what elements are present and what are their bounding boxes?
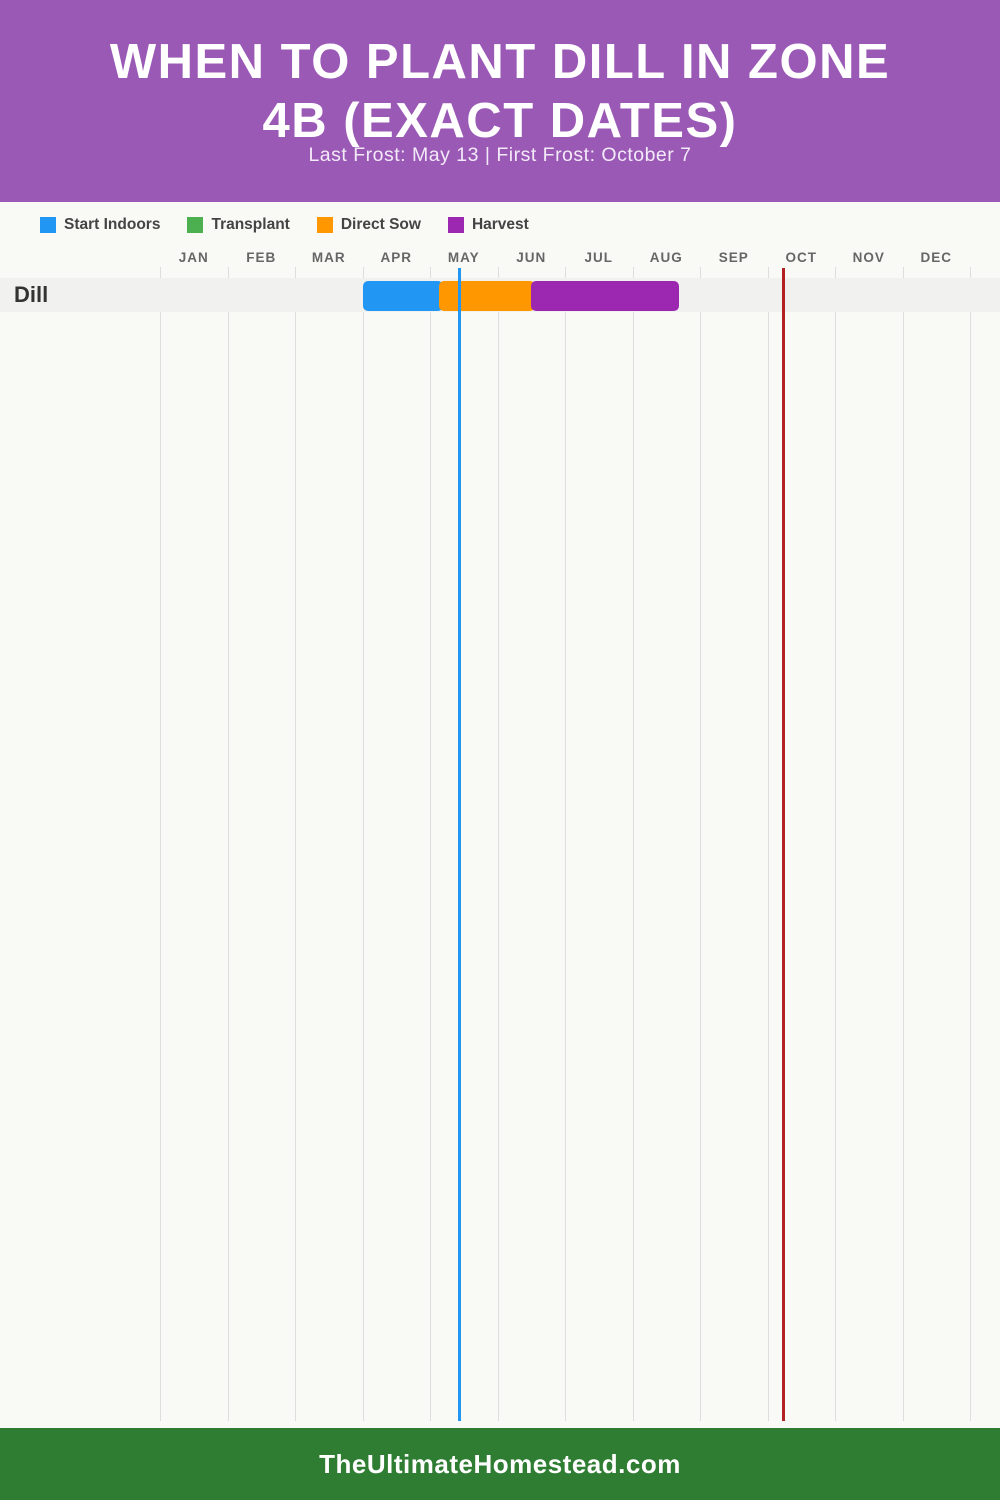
legend-item-direct-sow: Direct Sow bbox=[316, 216, 421, 234]
start-indoors-swatch-icon bbox=[40, 217, 56, 233]
month-label-may: MAY bbox=[447, 250, 480, 265]
month-gridline bbox=[700, 267, 701, 1421]
legend-label: Transplant bbox=[211, 216, 290, 233]
month-label-mar: MAR bbox=[311, 250, 346, 265]
page-title-line2: 4B (EXACT DATES) bbox=[262, 93, 738, 148]
month-label-jun: JUN bbox=[516, 250, 547, 265]
legend-label: Harvest bbox=[471, 216, 529, 233]
page-title-line1: WHEN TO PLANT DILL IN ZONE bbox=[109, 35, 891, 89]
month-gridline bbox=[160, 267, 161, 1421]
bar-direct-sow bbox=[438, 281, 536, 311]
direct-sow-swatch-icon bbox=[316, 217, 333, 233]
header-banner: WHEN TO PLANT DILL IN ZONE 4B (EXACT DATE… bbox=[0, 0, 1000, 202]
footer-banner: TheUltimateHomestead.com bbox=[0, 1428, 1000, 1500]
month-gridline bbox=[565, 267, 566, 1421]
harvest-swatch-icon bbox=[447, 217, 464, 233]
legend-label: Direct Sow bbox=[340, 216, 421, 233]
legend-item-start-indoors: Start Indoors bbox=[40, 216, 160, 234]
frost-dates-subtitle: Last Frost: May 13 | First Frost: Octobe… bbox=[308, 144, 692, 166]
month-label-oct: OCT bbox=[785, 250, 817, 265]
crop-row-label: Dill bbox=[14, 282, 49, 307]
page-title: WHEN TO PLANT DILL IN ZONE 4B (EXACT DATE… bbox=[0, 33, 1000, 151]
month-label-jul: JUL bbox=[584, 250, 613, 265]
month-label-sep: SEP bbox=[718, 250, 749, 265]
bar-start-indoors bbox=[362, 281, 443, 311]
month-gridline bbox=[295, 267, 296, 1421]
month-label-nov: NOV bbox=[852, 250, 885, 265]
month-label-aug: AUG bbox=[649, 250, 683, 265]
legend: Start Indoors Transplant Direct Sow Harvest bbox=[40, 211, 529, 239]
month-label-apr: APR bbox=[380, 250, 412, 265]
legend-label: Start Indoors bbox=[64, 216, 161, 233]
month-label-feb: FEB bbox=[246, 250, 277, 265]
month-gridline bbox=[835, 267, 836, 1421]
month-label-jan: JAN bbox=[178, 250, 209, 265]
legend-item-transplant: Transplant bbox=[187, 216, 290, 234]
month-gridline bbox=[767, 267, 769, 1421]
first-frost-line bbox=[781, 268, 785, 1421]
legend-item-harvest: Harvest bbox=[447, 216, 529, 234]
month-gridline bbox=[362, 267, 364, 1421]
month-gridline bbox=[227, 267, 229, 1421]
last-frost-line bbox=[457, 268, 461, 1421]
month-gridline bbox=[632, 267, 634, 1421]
month-gridline bbox=[430, 267, 431, 1421]
month-label-dec: DEC bbox=[920, 250, 952, 265]
bar-harvest bbox=[531, 281, 680, 311]
month-gridline bbox=[970, 267, 971, 1421]
site-name: TheUltimateHomestead.com bbox=[319, 1448, 681, 1479]
month-gridline bbox=[497, 267, 499, 1421]
transplant-swatch-icon bbox=[187, 217, 204, 233]
month-gridline bbox=[902, 267, 904, 1421]
